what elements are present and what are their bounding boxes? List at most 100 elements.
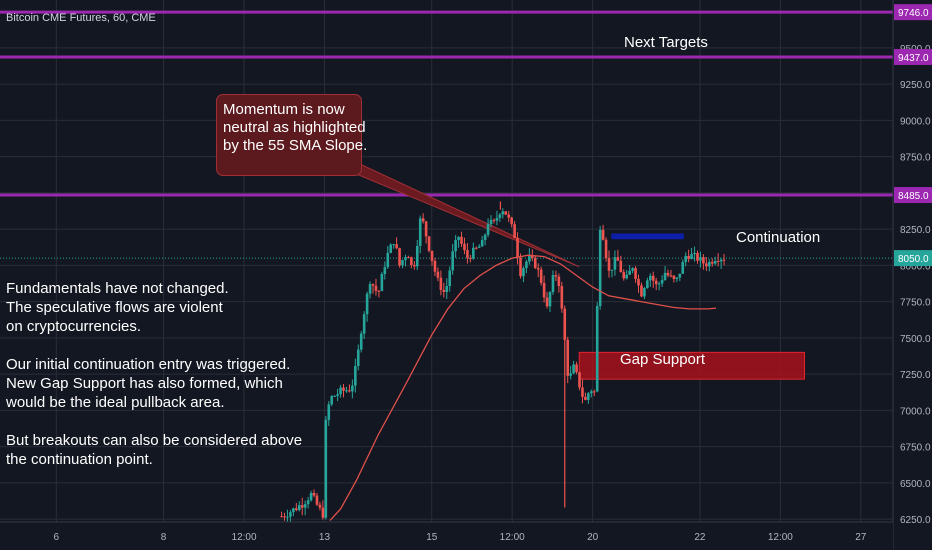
candle-body <box>348 390 351 392</box>
time-tick-label: 13 <box>319 532 331 543</box>
candle-body <box>466 250 469 258</box>
zone-boxes <box>578 233 806 380</box>
price-level-tag <box>894 4 932 21</box>
candle-body <box>498 214 502 218</box>
candle-body <box>522 268 525 277</box>
candle-body <box>516 238 519 258</box>
candle-body <box>495 217 499 221</box>
candle-body <box>413 264 416 267</box>
analysis-line: But breakouts can also be considered abo… <box>6 432 303 449</box>
candle-body <box>418 218 422 246</box>
candle-body <box>354 366 357 386</box>
candle-body <box>590 391 593 394</box>
candle-body <box>719 259 723 262</box>
candle-body <box>469 257 472 259</box>
candle-body <box>539 269 543 283</box>
price-level-tag <box>894 48 932 65</box>
time-axis[interactable]: 6 8 12:00 13 15 12:00 20 22 12:00 27 <box>0 521 893 550</box>
candle-body <box>339 387 342 395</box>
candle-body <box>581 387 584 397</box>
candle-body <box>389 244 393 253</box>
momentum-callout[interactable]: Momentum is now neutral as highlighted b… <box>216 94 367 176</box>
candle-body <box>693 252 696 255</box>
candle-body <box>646 280 649 289</box>
price-tick-label: 6250.0 <box>900 515 931 526</box>
candle-body <box>480 240 484 247</box>
price-tick-label: 8250.0 <box>900 225 931 236</box>
candle-body <box>528 255 531 262</box>
candle-body <box>297 505 301 510</box>
candle-body <box>377 290 381 292</box>
time-tick-label: 27 <box>855 532 867 543</box>
candle-body <box>295 508 298 510</box>
candle-body <box>545 297 549 307</box>
candle-body <box>663 272 667 281</box>
candle-body <box>410 257 413 265</box>
candle-body <box>548 292 552 307</box>
candle-body <box>705 263 708 267</box>
candle-body <box>504 211 508 215</box>
candle-body <box>374 285 378 291</box>
sma-line <box>329 254 717 521</box>
candle-body <box>368 284 372 294</box>
candle-body <box>681 261 685 274</box>
candle-body <box>699 257 702 261</box>
candle-body <box>643 288 646 297</box>
candle-body <box>657 283 661 285</box>
candle-body <box>398 248 401 266</box>
continuation-label: Continuation <box>736 229 821 246</box>
candle-body <box>513 224 516 239</box>
candle-body <box>336 394 339 396</box>
chart-title: Bitcoin CME Futures, 60, CME <box>6 12 156 24</box>
candle-body <box>463 243 466 251</box>
candle-body <box>716 260 720 262</box>
candle-body <box>303 504 307 508</box>
analysis-line <box>6 412 302 431</box>
candle-body <box>451 251 454 271</box>
candle-body <box>554 275 558 277</box>
candle-body <box>587 393 590 400</box>
candle-body <box>696 252 699 261</box>
candle-body <box>359 333 363 350</box>
price-level-tag-label: 8485.0 <box>898 191 929 202</box>
candle-body <box>424 221 428 237</box>
candle-body <box>578 372 581 388</box>
candle-body <box>395 244 398 249</box>
candle-body <box>575 364 578 373</box>
candle-body <box>569 373 572 376</box>
candle-body <box>427 236 431 251</box>
candle-body <box>604 239 608 259</box>
candle-body <box>472 247 475 259</box>
candle-body <box>342 387 345 391</box>
candle-body <box>309 492 313 501</box>
current-price-tag <box>894 250 932 267</box>
analysis-line: Our initial continuation entry was trigg… <box>6 356 291 373</box>
candle-body <box>356 349 360 367</box>
candle-body <box>722 259 726 261</box>
price-tick-label: 8000.0 <box>900 261 931 272</box>
candle-body <box>386 252 390 268</box>
candle-body <box>637 278 640 286</box>
price-level-tag-label: 9437.0 <box>898 53 929 64</box>
time-tick-label: 6 <box>54 532 60 543</box>
candle-body <box>531 255 534 258</box>
candle-body <box>640 285 643 297</box>
analysis-line <box>6 336 302 355</box>
price-tick-label: 6750.0 <box>900 443 931 454</box>
candle-body <box>592 391 596 393</box>
candle-body <box>519 257 522 277</box>
candle-body <box>631 268 634 271</box>
candle-body <box>457 236 460 241</box>
chart-grid <box>0 0 893 522</box>
price-axis[interactable]: 6250.0 6500.0 6750.0 7000.0 7250.0 7500.0 7750… <box>892 0 932 550</box>
price-tick-label: 7500.0 <box>900 334 931 345</box>
candle-body <box>598 229 602 306</box>
analysis-line: New Gap Support has also formed, which <box>6 375 283 392</box>
analysis-line: The speculative flows are violent <box>6 299 223 316</box>
candle-body <box>628 270 631 275</box>
candle-body <box>708 261 711 267</box>
candle-body <box>292 508 295 513</box>
candle-body <box>649 275 652 281</box>
candle-body <box>477 246 481 248</box>
